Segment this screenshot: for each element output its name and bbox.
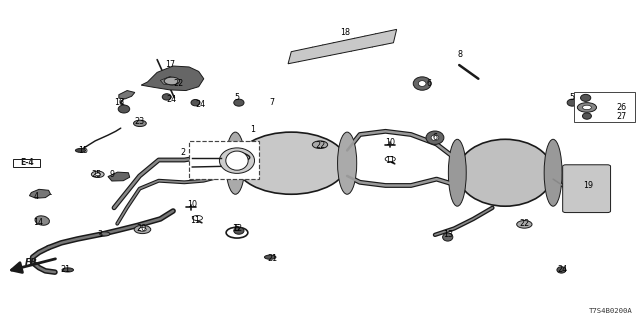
Ellipse shape: [582, 113, 591, 119]
Text: 15: 15: [79, 146, 89, 155]
Polygon shape: [141, 66, 204, 91]
FancyBboxPatch shape: [13, 159, 40, 167]
Circle shape: [92, 171, 104, 178]
Ellipse shape: [236, 132, 347, 194]
Circle shape: [95, 173, 100, 176]
Text: 9: 9: [110, 170, 115, 179]
Bar: [189, 141, 259, 179]
Circle shape: [516, 220, 532, 228]
Ellipse shape: [337, 132, 356, 194]
Ellipse shape: [62, 268, 74, 272]
Ellipse shape: [220, 148, 255, 173]
Text: 17: 17: [165, 60, 175, 69]
Text: 14: 14: [33, 218, 43, 227]
Ellipse shape: [449, 139, 467, 206]
Ellipse shape: [226, 132, 245, 194]
Text: 1: 1: [250, 125, 255, 134]
Text: E-4: E-4: [20, 158, 34, 167]
Ellipse shape: [426, 131, 444, 144]
Ellipse shape: [226, 151, 248, 170]
Ellipse shape: [443, 233, 453, 241]
Text: 8: 8: [458, 50, 463, 59]
Text: 18: 18: [340, 28, 351, 37]
Ellipse shape: [234, 99, 244, 106]
Text: 20: 20: [136, 224, 147, 233]
Text: 24: 24: [195, 100, 205, 109]
Text: 6: 6: [426, 79, 431, 88]
Text: 22: 22: [519, 219, 529, 228]
Ellipse shape: [163, 94, 172, 100]
Text: 21: 21: [267, 254, 277, 263]
Text: 22: 22: [173, 79, 183, 88]
Text: 27: 27: [616, 112, 627, 121]
Text: 24: 24: [167, 95, 177, 104]
Text: 11: 11: [385, 156, 396, 164]
Text: 7: 7: [269, 98, 275, 107]
Text: 25: 25: [92, 170, 102, 179]
Text: T7S4B0200A: T7S4B0200A: [589, 308, 633, 314]
Circle shape: [139, 228, 147, 231]
Text: 3: 3: [97, 230, 102, 239]
Circle shape: [582, 105, 591, 110]
Text: 21: 21: [61, 265, 71, 275]
Polygon shape: [119, 91, 135, 99]
Circle shape: [192, 215, 202, 220]
Ellipse shape: [35, 216, 49, 225]
Circle shape: [385, 156, 396, 162]
Ellipse shape: [413, 77, 431, 90]
Ellipse shape: [431, 135, 439, 140]
Text: 6: 6: [433, 133, 438, 142]
Ellipse shape: [264, 255, 276, 259]
Text: 5: 5: [234, 93, 239, 102]
Text: 4: 4: [33, 192, 38, 201]
Ellipse shape: [100, 232, 110, 236]
Ellipse shape: [191, 100, 200, 106]
Ellipse shape: [458, 139, 553, 206]
Circle shape: [226, 227, 248, 238]
Ellipse shape: [234, 227, 244, 234]
FancyBboxPatch shape: [563, 165, 611, 212]
Text: 10: 10: [385, 138, 396, 147]
Text: 19: 19: [583, 181, 593, 190]
Circle shape: [164, 77, 179, 85]
Circle shape: [312, 141, 328, 148]
Ellipse shape: [118, 105, 130, 113]
Text: 5: 5: [570, 93, 575, 102]
Polygon shape: [161, 76, 178, 85]
Ellipse shape: [544, 139, 562, 206]
Text: 16: 16: [114, 98, 124, 107]
Circle shape: [134, 225, 151, 234]
Circle shape: [134, 120, 147, 126]
Text: 23: 23: [135, 117, 145, 126]
Text: 2: 2: [180, 148, 185, 156]
Text: 13: 13: [443, 230, 452, 239]
Ellipse shape: [557, 267, 566, 273]
Polygon shape: [288, 29, 397, 64]
Text: 12: 12: [232, 224, 242, 233]
Ellipse shape: [419, 81, 426, 86]
Polygon shape: [29, 189, 51, 198]
Text: 10: 10: [188, 200, 197, 209]
Text: 11: 11: [191, 216, 200, 225]
Text: 26: 26: [616, 103, 627, 112]
Text: FR.: FR.: [24, 258, 41, 267]
Text: 24: 24: [557, 265, 568, 275]
Ellipse shape: [76, 148, 86, 152]
Text: 5: 5: [234, 224, 239, 233]
Polygon shape: [108, 172, 130, 181]
Text: 22: 22: [315, 141, 325, 150]
Ellipse shape: [567, 99, 577, 106]
Circle shape: [577, 103, 596, 112]
Ellipse shape: [580, 94, 591, 101]
Bar: [574, 92, 635, 123]
